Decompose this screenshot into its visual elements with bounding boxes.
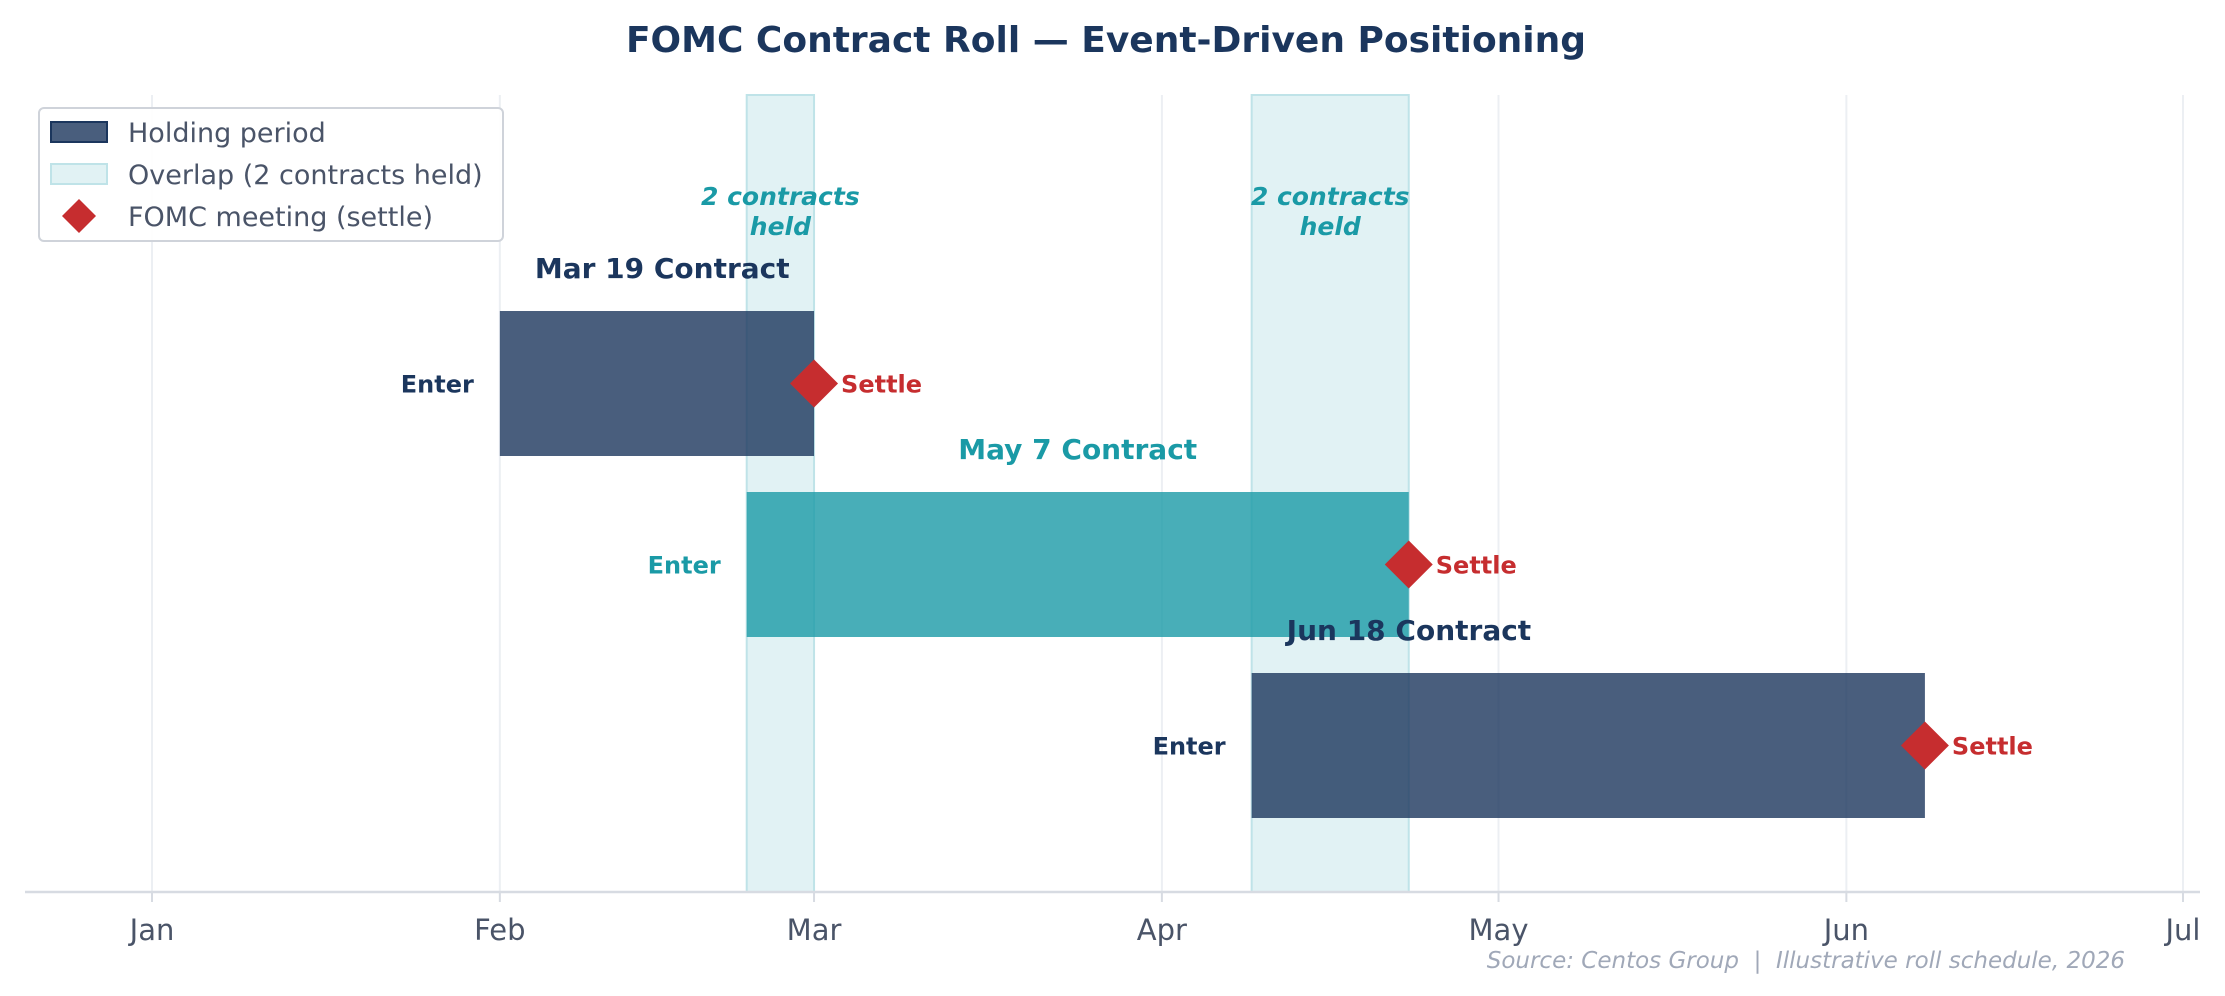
legend-label: FOMC meeting (settle) [128,202,433,233]
x-tick-label: Jun [1822,913,1869,947]
overlap-note: 2 contracts held [701,182,860,241]
settle-label: Settle [1436,552,1517,580]
x-tick-label: Jul [2164,913,2201,947]
x-tick-label: Mar [787,913,842,947]
fomc-settle-marker [1900,721,1949,770]
enter-label: Enter [401,371,474,399]
legend: Holding period Overlap (2 contracts held)… [38,107,504,242]
settle-label: Settle [1952,733,2033,761]
holding-period-bar [746,492,1409,637]
holding-period-bar [499,311,815,456]
x-tick-label: Jan [128,913,175,947]
contract-bar-group: Jun 18 Contract Enter Settle [1153,614,2033,818]
chart-title: FOMC Contract Roll — Event-Driven Positi… [626,20,1586,61]
holding-period-bar [1251,673,1925,818]
fomc-settle-marker [1384,540,1433,589]
contract-title: May 7 Contract [958,433,1197,466]
x-tick-label: Feb [474,913,525,947]
fomc-settle-marker [790,359,839,408]
x-tick-label: May [1469,913,1529,947]
contract-title: Mar 19 Contract [535,252,790,285]
legend-label: Overlap (2 contracts held) [128,160,483,191]
x-tick-label: Apr [1137,913,1187,947]
contract-bar-group: Mar 19 Contract Enter Settle [401,252,922,456]
legend-swatch-overlap [50,163,108,185]
overlap-note: 2 contracts held [1251,182,1410,241]
source-note: Source: Centos Group | Illustrative roll… [1487,948,2125,974]
contract-title: Jun 18 Contract [1285,614,1532,647]
legend-label: Holding period [128,118,326,149]
legend-box [38,107,504,242]
x-axis: Jan Feb Mar Apr May Jun Jul [25,890,2201,947]
legend-swatch-holding [50,121,108,143]
enter-label: Enter [1153,733,1226,761]
enter-label: Enter [648,552,721,580]
contract-bar-group: May 7 Contract Enter Settle [648,433,1517,637]
legend-swatch-fomc [62,199,96,233]
settle-label: Settle [841,371,922,399]
